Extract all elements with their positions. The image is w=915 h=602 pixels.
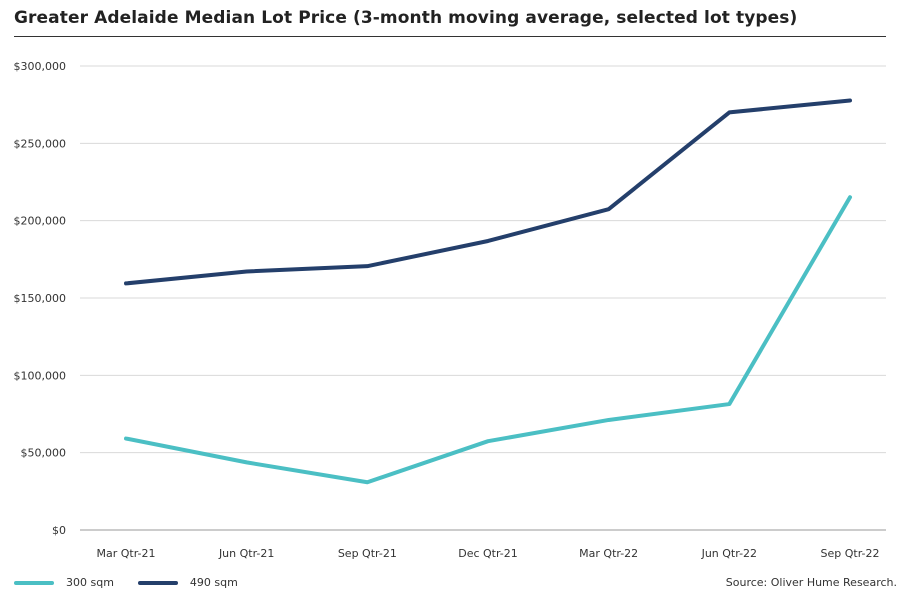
y-tick-label: $150,000 bbox=[14, 292, 67, 305]
legend-item-490-sqm: 490 sqm bbox=[137, 576, 238, 589]
legend-item-300-sqm: 300 sqm bbox=[14, 576, 114, 589]
y-tick-label: $250,000 bbox=[14, 137, 67, 150]
x-axis-tick-labels: Mar Qtr-21 Jun Qtr-21 Sep Qtr-21 Dec Qtr-21… bbox=[96, 547, 879, 560]
y-axis-tick-labels: $0 $50,000 $100,000 $150,000 $200,000 $250,00… bbox=[14, 60, 67, 537]
x-tick-label: Mar Qtr-22 bbox=[579, 547, 638, 560]
legend-swatch-490-sqm bbox=[137, 580, 178, 585]
legend-label-490-sqm: 490 sqm bbox=[189, 576, 238, 589]
series-lines bbox=[124, 98, 852, 485]
legend-swatch-300-sqm bbox=[14, 580, 54, 585]
y-tick-label: $300,000 bbox=[14, 60, 67, 73]
legend: 300 sqm 490 sqm bbox=[14, 576, 262, 589]
legend-label-300-sqm: 300 sqm bbox=[66, 576, 114, 589]
y-tick-label: $50,000 bbox=[21, 447, 67, 460]
source-note: Source: Oliver Hume Research. bbox=[725, 576, 897, 589]
line-chart: $0 $50,000 $100,000 $150,000 $200,000 $250,00… bbox=[14, 60, 886, 560]
series-line-300-sqm bbox=[124, 195, 852, 485]
chart-title: Greater Adelaide Median Lot Price (3-mon… bbox=[14, 8, 798, 28]
y-tick-label: $0 bbox=[52, 524, 66, 537]
x-tick-label: Mar Qtr-21 bbox=[96, 547, 155, 560]
series-line-490-sqm bbox=[124, 98, 852, 286]
y-tick-label: $200,000 bbox=[14, 215, 67, 228]
x-tick-label: Sep Qtr-22 bbox=[821, 547, 880, 560]
x-tick-label: Jun Qtr-21 bbox=[218, 547, 274, 560]
x-tick-label: Jun Qtr-22 bbox=[701, 547, 757, 560]
x-tick-label: Dec Qtr-21 bbox=[458, 547, 518, 560]
title-divider bbox=[14, 36, 886, 37]
x-tick-label: Sep Qtr-21 bbox=[338, 547, 397, 560]
y-tick-label: $100,000 bbox=[14, 369, 67, 382]
gridlines bbox=[80, 65, 886, 531]
